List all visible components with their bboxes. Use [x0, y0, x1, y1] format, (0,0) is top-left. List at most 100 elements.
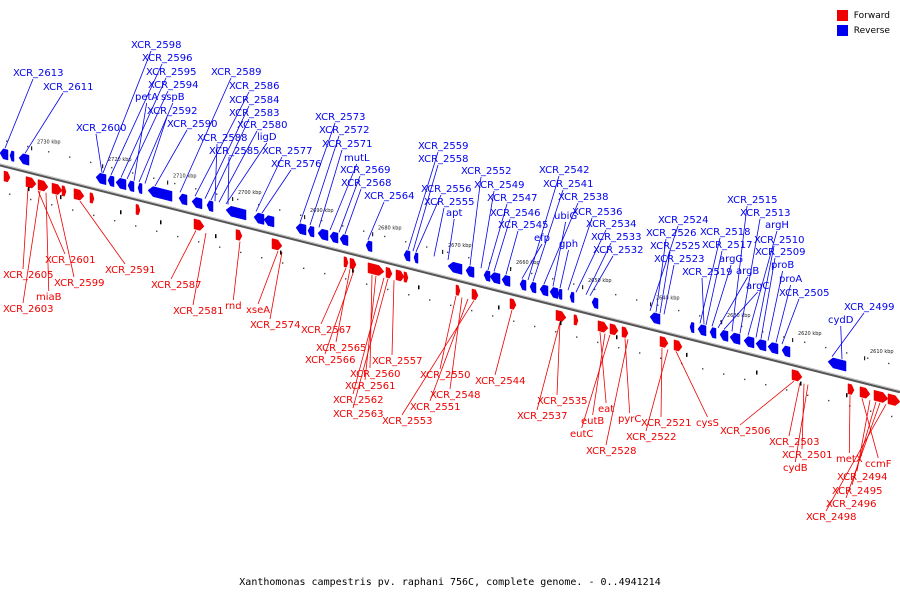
leader-line — [848, 395, 851, 454]
leader-line — [192, 232, 207, 306]
grid-dot — [534, 325, 536, 328]
grid-dot — [699, 315, 701, 317]
gene-label: XCR_2558 — [418, 154, 469, 165]
leader-line — [133, 102, 148, 181]
gene-label: sspB — [161, 92, 185, 103]
reverse-gene — [365, 240, 373, 253]
leader-line — [352, 278, 389, 409]
forward-gene — [37, 179, 49, 192]
tick-label: 2720 kbp — [108, 157, 132, 163]
leader-line — [581, 334, 611, 429]
gene-label: pyrC — [618, 414, 641, 425]
forward-gene — [395, 269, 405, 282]
tick-label: 2640 kbp — [656, 295, 680, 301]
forward-gene — [25, 176, 37, 189]
gene-label: proB — [771, 260, 794, 271]
grid-dot — [807, 394, 809, 397]
gene-label: cydD — [828, 315, 854, 326]
leader-line — [599, 332, 607, 404]
tick-label: 2610 kbp — [870, 349, 894, 355]
leader-line — [831, 312, 865, 357]
grid-dot — [702, 368, 704, 370]
leader-line — [589, 255, 614, 296]
reverse-gene — [539, 284, 549, 297]
gene-label: XCR_2594 — [148, 80, 199, 91]
leader-line — [717, 276, 748, 329]
grid-dot — [51, 204, 53, 206]
leader-line — [412, 164, 439, 252]
gene-label: cysS — [696, 418, 719, 429]
grid-dot — [90, 161, 92, 164]
gene-label: XCR_2498 — [806, 512, 857, 523]
reverse-gene — [317, 228, 329, 241]
reverse-gene — [253, 212, 265, 225]
gene-label: XCR_2542 — [539, 165, 590, 176]
gene-label: XCR_2518 — [700, 227, 751, 238]
gene-label: XCR_2522 — [626, 432, 677, 443]
tick-label: 2650 kbp — [588, 278, 612, 284]
reverse-gene — [339, 234, 349, 247]
leader-line — [232, 241, 241, 301]
grid-dot — [342, 225, 344, 227]
gene-label: XCR_2524 — [658, 215, 709, 226]
small-feature — [846, 393, 848, 398]
grid-dot — [594, 288, 596, 291]
leader-line — [214, 143, 218, 202]
legend: Forward Reverse — [836, 8, 890, 38]
gene-label: XCR_2564 — [364, 191, 415, 202]
reverse-gene — [0, 148, 9, 161]
leader-line — [110, 63, 163, 176]
gene-label: gph — [559, 239, 578, 250]
gene-label: XCR_2495 — [832, 486, 883, 497]
grid-dot — [135, 225, 137, 227]
gene-label: XCR_2600 — [76, 123, 127, 134]
gene-labels: XCR_2613 XCR_2611 XCR_2600 XCR_2598 XCR_2596… — [3, 40, 895, 523]
reverse-gene — [225, 205, 247, 221]
grid-dot — [240, 251, 242, 254]
forward-swatch — [836, 10, 848, 21]
leader-line — [767, 270, 784, 341]
grid-dot — [9, 193, 11, 195]
reverse-gene — [127, 180, 135, 193]
gene-label: XCR_2494 — [837, 472, 888, 483]
gene-label: XCR_2557 — [372, 356, 423, 367]
leader-line — [705, 250, 723, 325]
reverse-gene — [649, 312, 661, 325]
forward-gene — [509, 298, 517, 310]
reverse-gene — [206, 200, 214, 212]
small-feature — [418, 285, 420, 290]
gene-label: XCR_2513 — [740, 208, 791, 219]
leader-line — [352, 277, 385, 395]
forward-gene — [73, 188, 85, 201]
grid-dot — [660, 357, 662, 359]
grid-dot — [828, 399, 830, 402]
leader-line — [344, 188, 362, 235]
gene-label: XCR_2569 — [340, 165, 391, 176]
reverse-gene — [729, 332, 741, 345]
leader-line — [433, 207, 445, 257]
grid-dot — [783, 336, 785, 338]
gene-label: petA — [135, 92, 158, 103]
leader-line — [659, 251, 671, 314]
small-feature — [60, 195, 62, 200]
gene-label: XCR_2577 — [262, 146, 313, 157]
gene-label: argB — [736, 266, 759, 277]
tick-mark — [582, 285, 584, 290]
gene-label: XCR_2560 — [350, 369, 401, 380]
grid-dot — [387, 288, 389, 291]
leader-line — [585, 242, 612, 295]
grid-dot — [72, 209, 74, 211]
small-feature — [686, 352, 688, 357]
leader-line — [126, 90, 169, 180]
reverse-gene — [557, 288, 563, 300]
reverse-gene — [403, 250, 411, 262]
grid-dot — [513, 320, 515, 322]
grid-dot — [471, 309, 473, 312]
reverse-gene — [329, 231, 339, 244]
gene-label: XCR_2592 — [147, 106, 198, 117]
grid-dot — [447, 251, 449, 254]
grid-dot — [720, 320, 722, 322]
grid-dot — [723, 373, 725, 375]
leader-line — [788, 382, 801, 437]
